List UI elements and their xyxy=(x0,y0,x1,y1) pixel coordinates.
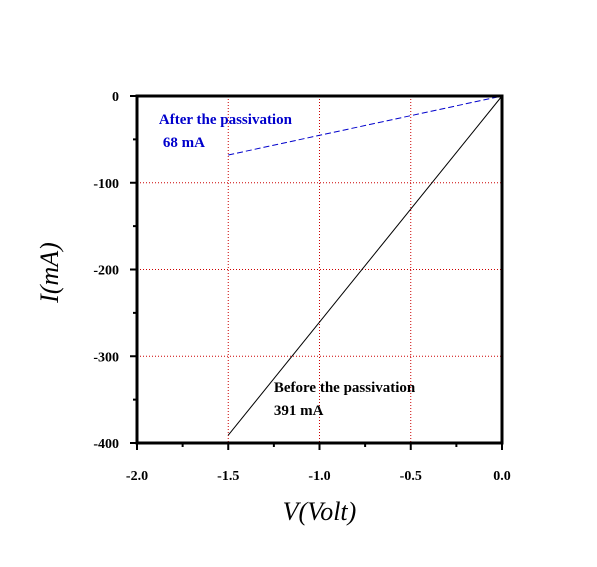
series-line-1 xyxy=(227,95,503,436)
annotation-1-line-1: 391 mA xyxy=(274,403,324,419)
y-tick-label: -400 xyxy=(93,437,119,452)
x-axis-title: V(Volt) xyxy=(283,497,357,526)
data-series xyxy=(227,95,503,436)
annotation-0-line-0: After the passivation xyxy=(159,112,293,128)
y-axis-title: I(mA) xyxy=(35,242,64,304)
y-tick-label: -300 xyxy=(93,350,119,365)
x-tick-label: -0.5 xyxy=(400,469,422,484)
grid-lines xyxy=(137,96,502,443)
x-tick-label: -1.0 xyxy=(308,469,330,484)
x-tick-label: 0.0 xyxy=(493,469,511,484)
annotation-1-line-0: Before the passivation xyxy=(274,380,416,396)
y-tick-label: -100 xyxy=(93,177,119,192)
y-tick-label: 0 xyxy=(112,90,119,105)
x-tick-label: -2.0 xyxy=(126,469,148,484)
tick-labels: -2.0 -1.5 -1.0 -0.5 0.0 0 -100 -200 -300 -400 xyxy=(93,90,510,484)
series-line-0 xyxy=(228,95,503,156)
annotations: After the passivation 68 mA Before the pas… xyxy=(159,112,416,419)
axis-ticks xyxy=(130,95,503,450)
x-tick-label: -1.5 xyxy=(217,469,239,484)
y-tick-label: -200 xyxy=(93,264,119,279)
annotation-0-line-1: 68 mA xyxy=(163,135,205,151)
